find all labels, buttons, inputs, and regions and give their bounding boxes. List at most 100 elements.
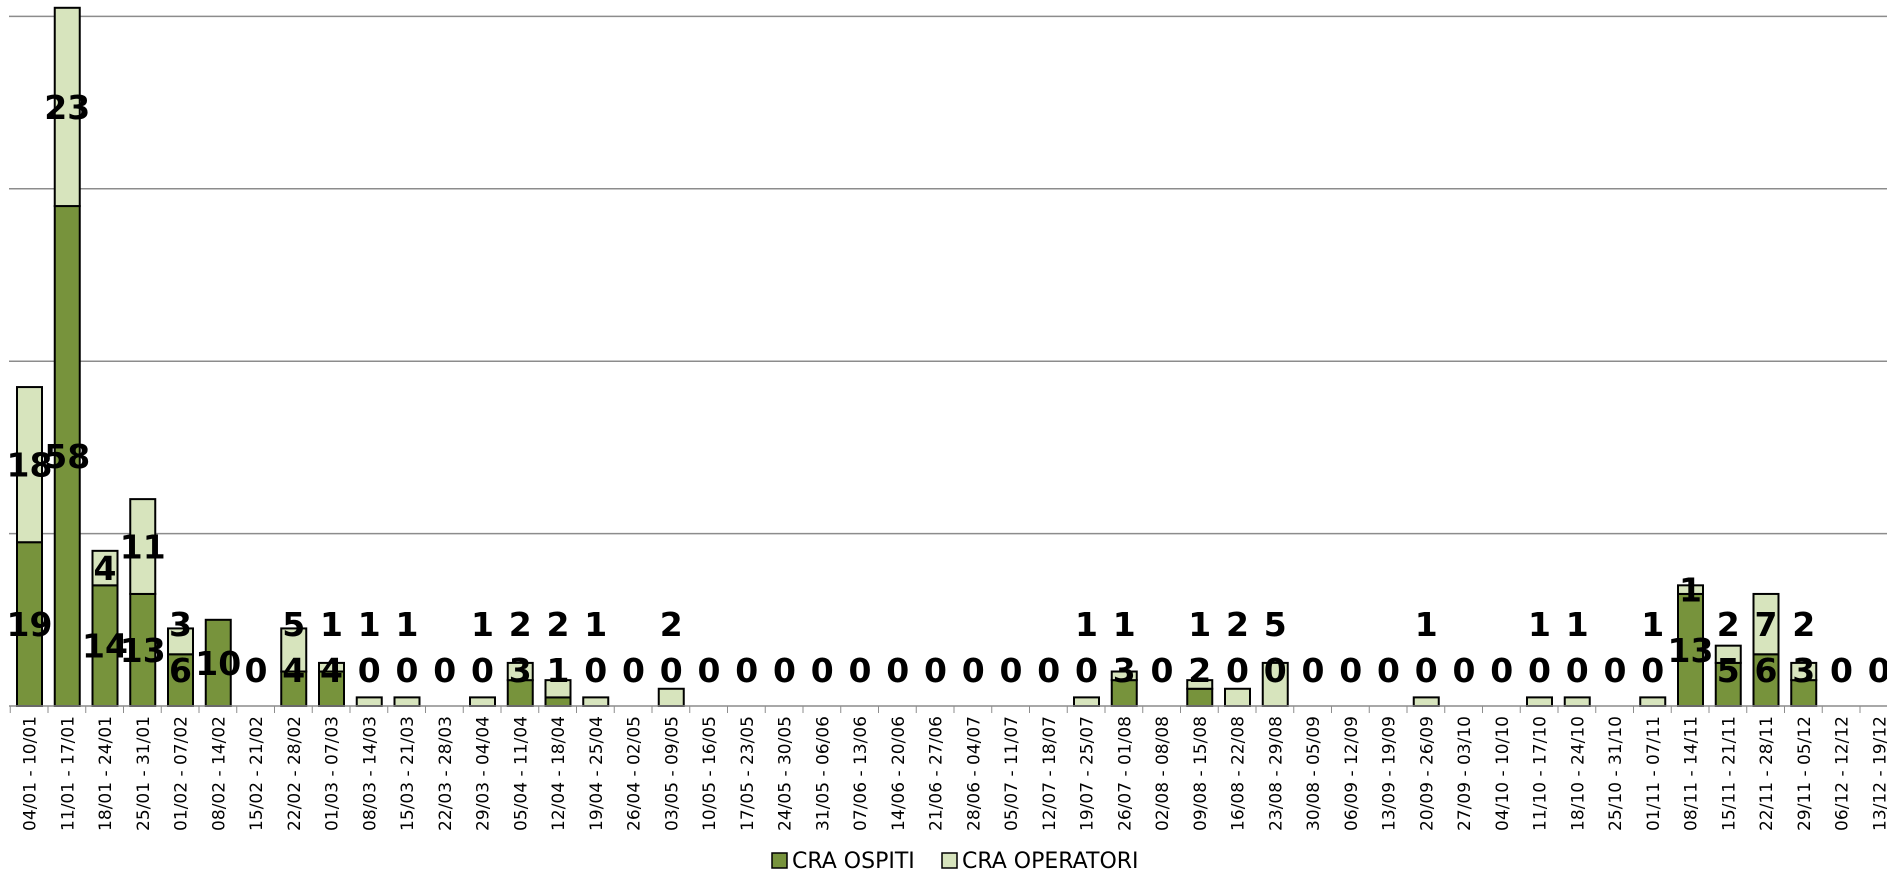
data-label-ospiti: 0 [1151, 651, 1174, 690]
bar-ospiti [1752, 653, 1780, 708]
data-label-operatori: 1 [1641, 605, 1664, 644]
x-tick-label: 29/03 - 04/04 [474, 716, 494, 831]
bar-operatori [280, 627, 308, 673]
x-tick-label: 13/09 - 19/09 [1380, 716, 1400, 831]
data-label-operatori: 2 [1226, 605, 1249, 644]
data-label-ospiti: 2 [1188, 651, 1211, 690]
x-tick-label: 04/10 - 10/10 [1493, 716, 1513, 831]
x-tick-label: 23/08 - 29/08 [1266, 716, 1286, 831]
legend-swatch [771, 852, 788, 869]
data-label-ospiti: 0 [849, 651, 872, 690]
data-label-operatori: 1 [320, 605, 343, 644]
data-label-ospiti: 0 [924, 651, 947, 690]
data-label-ospiti: 19 [7, 605, 53, 644]
bar-operatori [355, 696, 383, 708]
x-tick-label: 26/07 - 01/08 [1115, 716, 1135, 831]
data-label-ospiti: 6 [1755, 651, 1778, 690]
bar-operatori [91, 549, 119, 587]
bar-operatori [16, 386, 43, 544]
data-label-ospiti: 0 [1037, 651, 1060, 690]
x-tick-label: 03/05 - 09/05 [662, 716, 682, 831]
data-label-ospiti: 0 [698, 651, 721, 690]
x-tick-label: 21/06 - 27/06 [927, 716, 947, 831]
bar-operatori [544, 679, 572, 699]
x-tick-label: 19/07 - 25/07 [1078, 716, 1098, 831]
bar-operatori [1639, 696, 1667, 708]
gridlines [9, 15, 1887, 535]
bar-ospiti [1714, 661, 1742, 707]
data-label-ospiti: 0 [584, 651, 607, 690]
data-label-ospiti: 0 [1604, 651, 1627, 690]
bar-operatori [1073, 696, 1100, 708]
x-tick-label: 20/09 - 26/09 [1417, 716, 1437, 831]
data-label-operatori: 1 [1075, 605, 1098, 644]
data-label-ospiti: 0 [471, 651, 494, 690]
data-label-ospiti: 3 [1792, 651, 1815, 690]
data-label-ospiti: 13 [120, 631, 166, 670]
legend-label: CRA OSPITI [792, 849, 915, 874]
data-label-operatori: 23 [44, 88, 90, 127]
data-label-ospiti: 0 [622, 651, 645, 690]
bar-operatori [53, 6, 81, 208]
bar-ospiti [544, 696, 572, 708]
bar-operatori [1677, 584, 1704, 595]
data-label-ospiti: 0 [1415, 651, 1438, 690]
x-tick-label: 22/03 - 28/03 [436, 716, 456, 831]
x-tick-label: 14/06 - 20/06 [889, 716, 909, 831]
x-tick-label: 02/08 - 08/08 [1153, 716, 1173, 831]
bar-operatori [1563, 696, 1591, 708]
x-tick-label: 26/04 - 02/05 [625, 716, 645, 831]
data-label-ospiti: 0 [811, 651, 834, 690]
data-label-ospiti: 10 [195, 644, 241, 683]
bar-operatori [506, 661, 534, 682]
data-label-ospiti: 0 [1339, 651, 1362, 690]
data-label-operatori: 5 [1264, 605, 1287, 644]
data-label-operatori: 2 [547, 605, 570, 644]
x-tick-label: 17/05 - 23/05 [738, 716, 758, 831]
x-tick-label: 01/11 - 07/11 [1644, 716, 1664, 831]
data-label-ospiti: 0 [1830, 651, 1853, 690]
data-label-ospiti: 0 [1377, 651, 1400, 690]
x-tick-label: 22/11 - 28/11 [1757, 716, 1777, 831]
data-label-ospiti: 0 [773, 651, 796, 690]
bar-operatori [657, 687, 685, 708]
bar-operatori [1110, 670, 1138, 682]
data-label-ospiti: 0 [962, 651, 985, 690]
data-label-operatori: 1 [471, 605, 494, 644]
bar-ospiti [1677, 592, 1704, 707]
data-label-operatori: 4 [94, 549, 117, 588]
data-label-operatori: 1 [1528, 605, 1551, 644]
bar-operatori [1186, 679, 1214, 690]
data-label-ospiti: 0 [1868, 651, 1887, 690]
x-tick-labels: 04/01 - 10/01 11/01 - 17/01 18/01 - 24/01 2… [21, 716, 1887, 831]
data-label-ospiti: 0 [1075, 651, 1098, 690]
bar-operatori [129, 498, 157, 595]
data-label-operatori: 11 [120, 528, 166, 567]
data-label-ospiti: 0 [1302, 651, 1325, 690]
x-tick-label: 06/12 - 12/12 [1833, 716, 1853, 831]
x-tick-label: 28/06 - 04/07 [964, 716, 984, 831]
data-label-ospiti: 4 [282, 651, 305, 690]
data-label-ospiti: 3 [509, 651, 532, 690]
data-label-ospiti: 0 [1453, 651, 1476, 690]
x-tick-label: 16/08 - 22/08 [1229, 716, 1249, 831]
data-label-ospiti: 0 [735, 651, 758, 690]
x-tick-label: 27/09 - 03/10 [1455, 716, 1475, 831]
data-label-ospiti: 5 [1717, 651, 1740, 690]
x-tick-label: 01/02 - 07/02 [172, 716, 192, 831]
data-label-operatori: 3 [169, 605, 192, 644]
data-label-operatori: 1 [358, 605, 381, 644]
x-tick-label: 06/09 - 12/09 [1342, 716, 1362, 831]
bar-ospiti [16, 541, 43, 707]
bar-ospiti [204, 618, 232, 707]
bar-operatori [1224, 687, 1251, 708]
bar-operatori [1261, 661, 1289, 707]
x-tick-label: 08/02 - 14/02 [209, 716, 229, 831]
bars [16, 6, 1818, 708]
data-label-operatori: 1 [1113, 605, 1136, 644]
data-label-ospiti: 0 [1566, 651, 1589, 690]
x-tick-label: 04/01 - 10/01 [21, 716, 41, 831]
bar-operatori [582, 696, 610, 708]
x-tick-label: 12/07 - 18/07 [1040, 716, 1060, 831]
